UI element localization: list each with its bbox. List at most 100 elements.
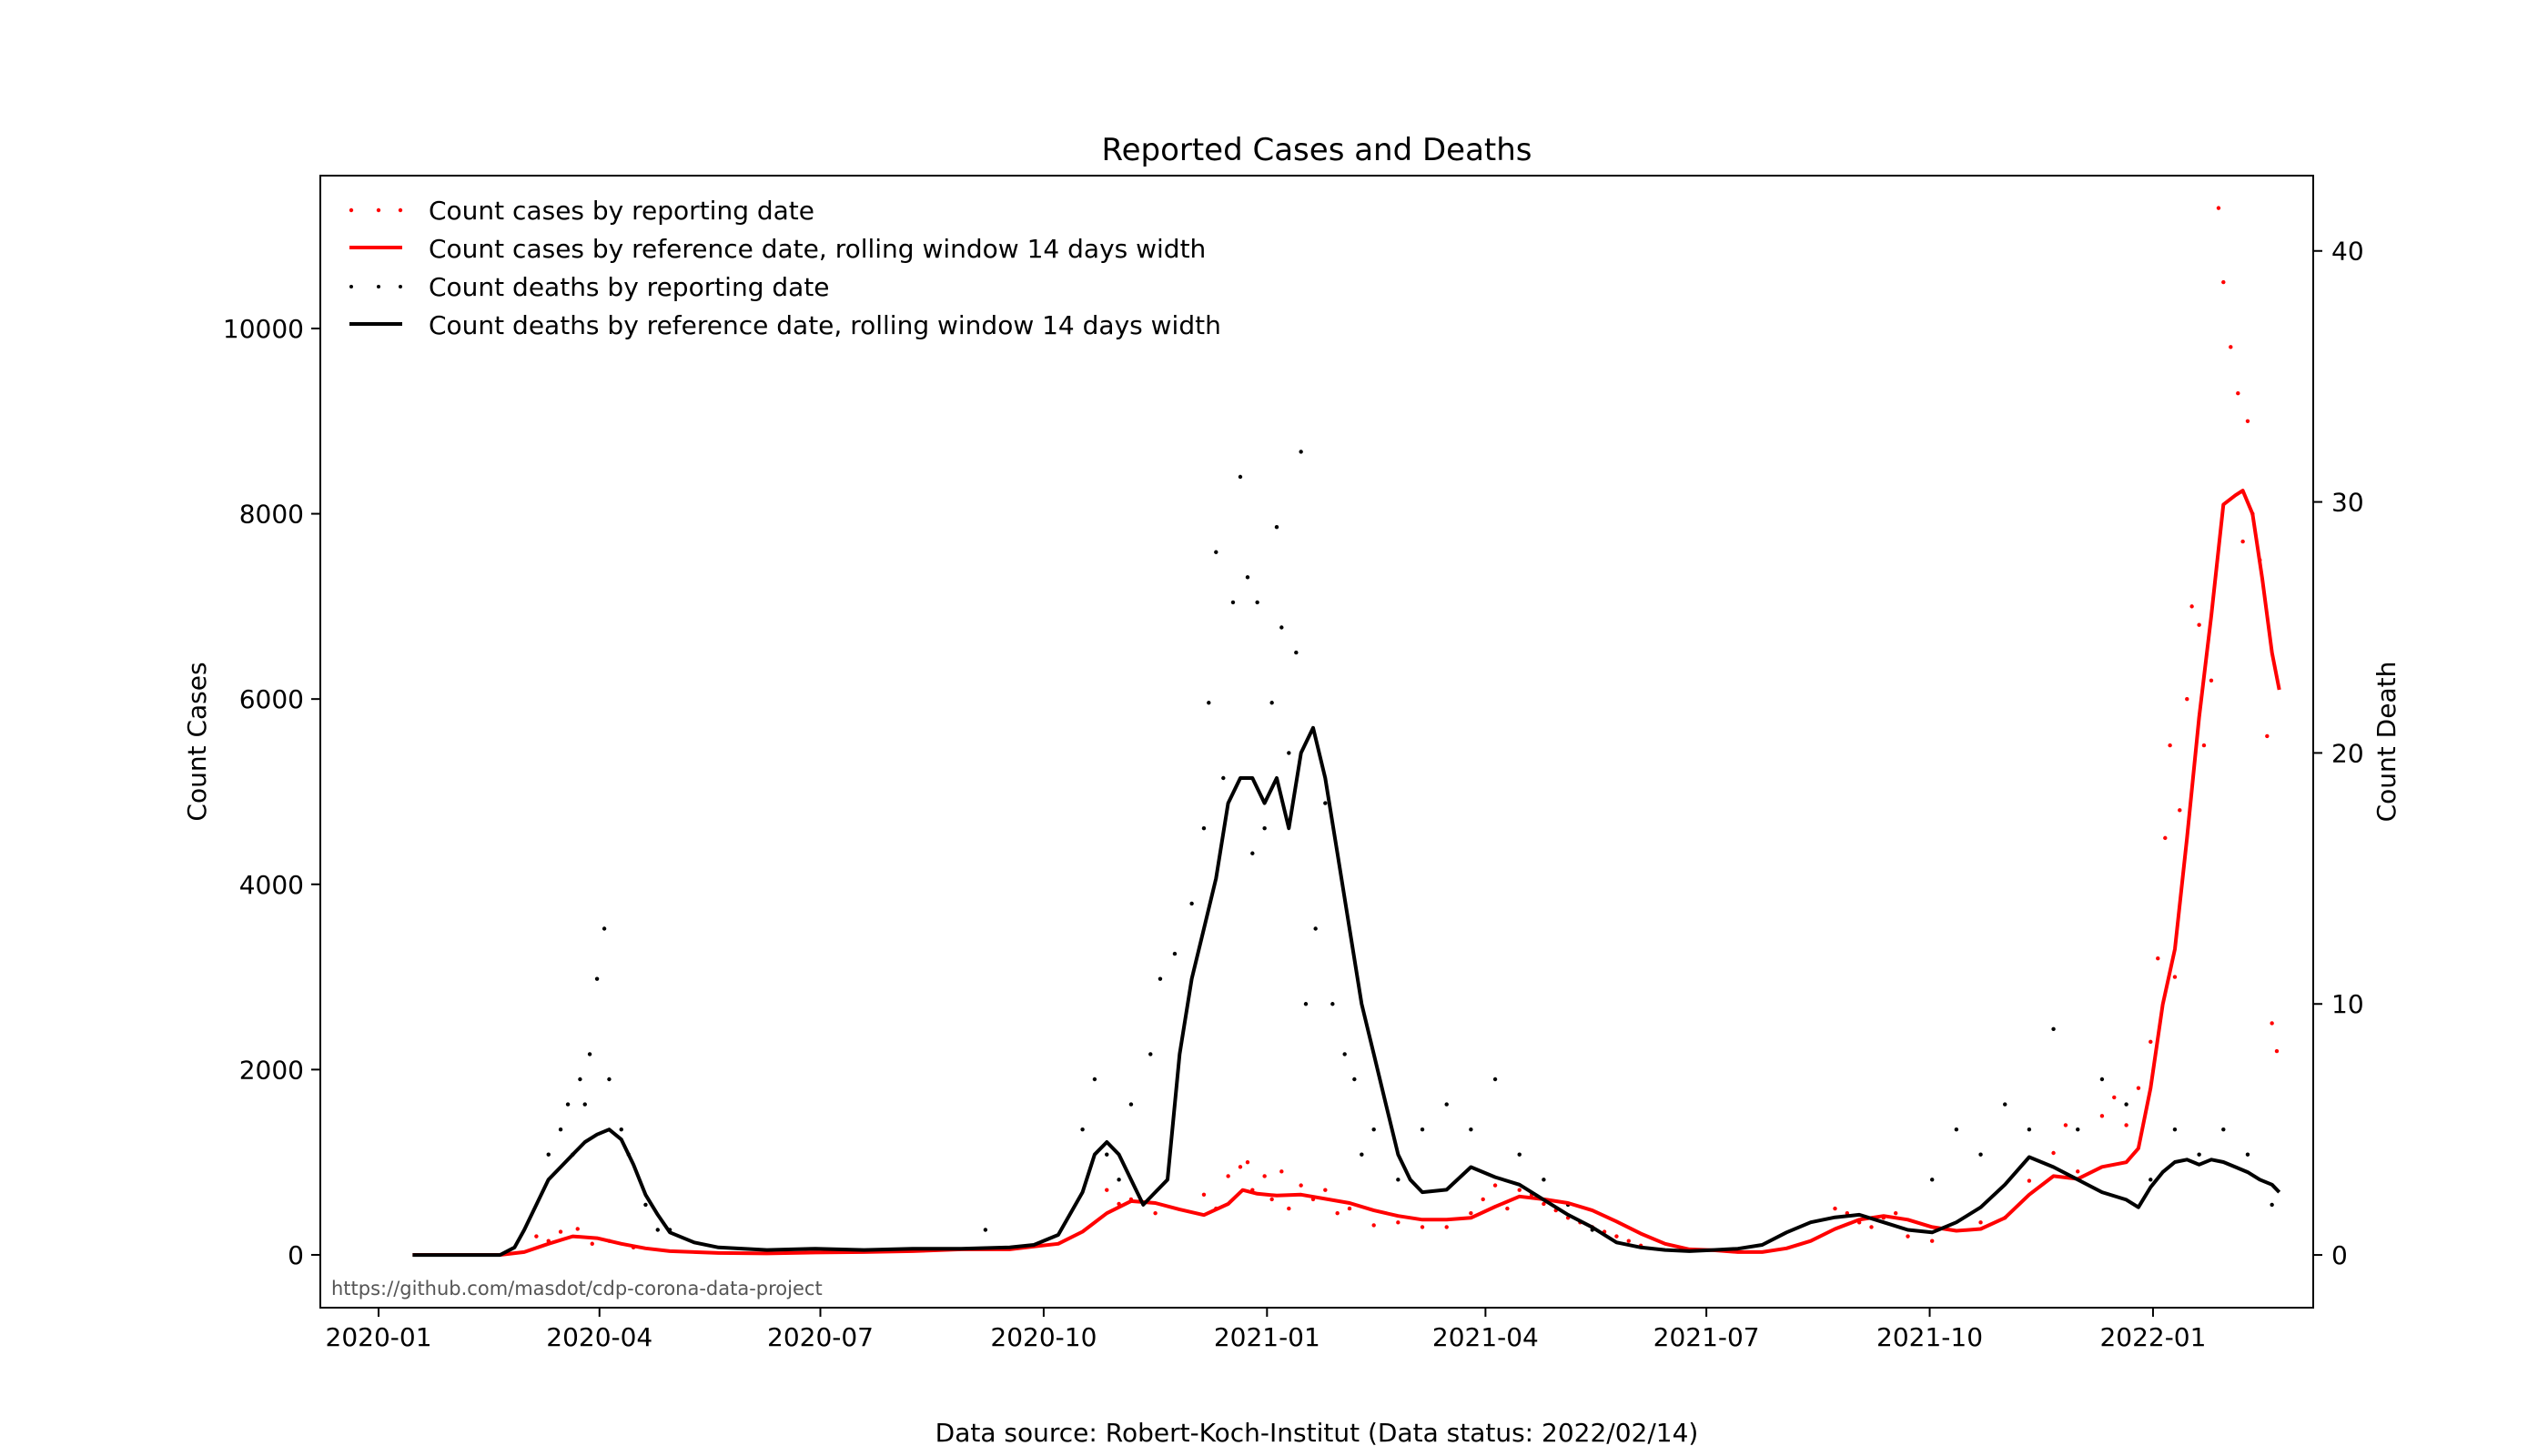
- data-dot: [2172, 1127, 2178, 1132]
- data-dot: [2099, 1114, 2105, 1118]
- data-dot: [1330, 1002, 1335, 1006]
- data-dot: [1172, 951, 1178, 956]
- series-line-deaths: [412, 725, 2281, 1258]
- data-dot: [590, 1241, 594, 1246]
- y-right-tick-label: 0: [2331, 1240, 2348, 1270]
- data-dot: [1201, 825, 1207, 831]
- data-dot: [1262, 1174, 1267, 1178]
- data-dot: [1294, 650, 1299, 655]
- data-dot: [2270, 1021, 2274, 1026]
- data-dot: [1287, 751, 1291, 755]
- data-dot: [1279, 625, 1284, 630]
- data-dot: [1148, 1052, 1153, 1057]
- data-dot: [1303, 1002, 1309, 1006]
- data-dot: [1930, 1178, 1935, 1182]
- data-dot: [1080, 1127, 1085, 1132]
- x-tick-label: 2021-07: [1653, 1322, 1760, 1352]
- data-dot: [1117, 1178, 1121, 1182]
- data-dot: [1444, 1225, 1449, 1229]
- data-dot: [1492, 1077, 1498, 1082]
- data-dot: [1105, 1152, 1109, 1157]
- data-dot: [1238, 474, 1243, 480]
- data-dot: [1978, 1152, 1983, 1157]
- data-dot: [1542, 1201, 1546, 1207]
- data-dot: [2270, 1202, 2274, 1208]
- data-dot: [983, 1228, 988, 1232]
- data-dot: [1492, 1183, 1498, 1188]
- data-dot: [2124, 1102, 2128, 1107]
- data-dot: [2099, 1077, 2105, 1082]
- data-dot: [2003, 1102, 2007, 1107]
- data-dot: [2051, 1026, 2056, 1032]
- data-dot: [1299, 1183, 1303, 1188]
- source-url: https://github.com/masdot/cdp-corona-dat…: [331, 1278, 823, 1299]
- data-dot: [2274, 1048, 2280, 1054]
- x-tick-label: 2021-04: [1432, 1322, 1539, 1352]
- plot-frame: [319, 175, 2314, 1309]
- data-dot: [1313, 926, 1318, 931]
- data-dot: [1420, 1225, 1425, 1229]
- data-dot: [2189, 604, 2194, 609]
- legend-label: Count cases by reference date, rolling w…: [429, 234, 1206, 264]
- data-dot: [619, 1127, 623, 1132]
- data-dot: [594, 976, 600, 981]
- data-dot: [1481, 1197, 1485, 1202]
- data-dot: [1323, 1188, 1328, 1192]
- x-tick-label: 2020-07: [767, 1322, 874, 1352]
- data-dot: [1517, 1152, 1522, 1157]
- data-dot: [1371, 1223, 1376, 1228]
- data-dot: [1245, 575, 1250, 580]
- legend-marker-red-dot: [398, 207, 403, 213]
- data-dot: [1262, 825, 1267, 831]
- data-dot: [2229, 345, 2233, 349]
- data-dot: [1269, 701, 1274, 705]
- data-dot: [1189, 901, 1194, 906]
- data-dot: [2201, 743, 2207, 748]
- series-line-cases: [412, 489, 2281, 1257]
- data-dot: [1396, 1178, 1400, 1182]
- data-dot: [2221, 279, 2226, 285]
- legend-label: Count deaths by reporting date: [429, 272, 830, 302]
- legend-marker-red-dot: [376, 207, 381, 213]
- data-dot: [1128, 1102, 1134, 1107]
- data-dot: [1906, 1234, 1910, 1239]
- data-dot: [1517, 1188, 1522, 1192]
- data-dot: [534, 1234, 539, 1239]
- data-dot: [1250, 851, 1255, 855]
- data-dot: [1207, 701, 1211, 705]
- legend-item-deaths-reporting: Count deaths by reporting date: [349, 272, 830, 302]
- data-dot: [1954, 1127, 1959, 1132]
- legend-item-cases-reference: Count cases by reference date, rolling w…: [349, 234, 1206, 264]
- data-dot: [1105, 1188, 1109, 1192]
- data-dot: [2265, 733, 2270, 739]
- x-tick-label: 2022-01: [2099, 1322, 2206, 1352]
- data-dot: [2156, 956, 2160, 961]
- data-dot: [1893, 1210, 1898, 1216]
- data-dot: [1505, 1206, 1510, 1211]
- chart-title: Reported Cases and Deaths: [1101, 132, 1532, 168]
- data-dot: [1201, 1192, 1207, 1198]
- data-dot: [2124, 1123, 2128, 1127]
- data-dot: [1371, 1127, 1376, 1132]
- y-left-tick-label: 6000: [239, 684, 304, 714]
- data-dot: [1279, 1169, 1284, 1174]
- legend: Count cases by reporting date Count case…: [349, 196, 1221, 340]
- data-dot: [2136, 1086, 2141, 1090]
- data-dot: [1158, 976, 1163, 981]
- x-tick-label: 2021-01: [1214, 1322, 1320, 1352]
- data-dot: [1323, 801, 1328, 805]
- data-dot: [1614, 1234, 1619, 1239]
- data-dot: [1420, 1127, 1425, 1132]
- data-dot: [1274, 524, 1279, 530]
- legend-label: Count cases by reporting date: [429, 196, 814, 226]
- data-source-footnote: Data source: Robert-Koch-Institut (Data …: [935, 1418, 1699, 1448]
- data-dot: [2112, 1095, 2117, 1100]
- y-left-tick-label: 4000: [239, 870, 304, 900]
- data-dot: [2209, 678, 2214, 683]
- data-dot: [1255, 600, 1259, 605]
- data-dot: [1299, 450, 1303, 454]
- legend-marker-red-dot: [349, 207, 354, 213]
- data-dot: [2197, 622, 2201, 627]
